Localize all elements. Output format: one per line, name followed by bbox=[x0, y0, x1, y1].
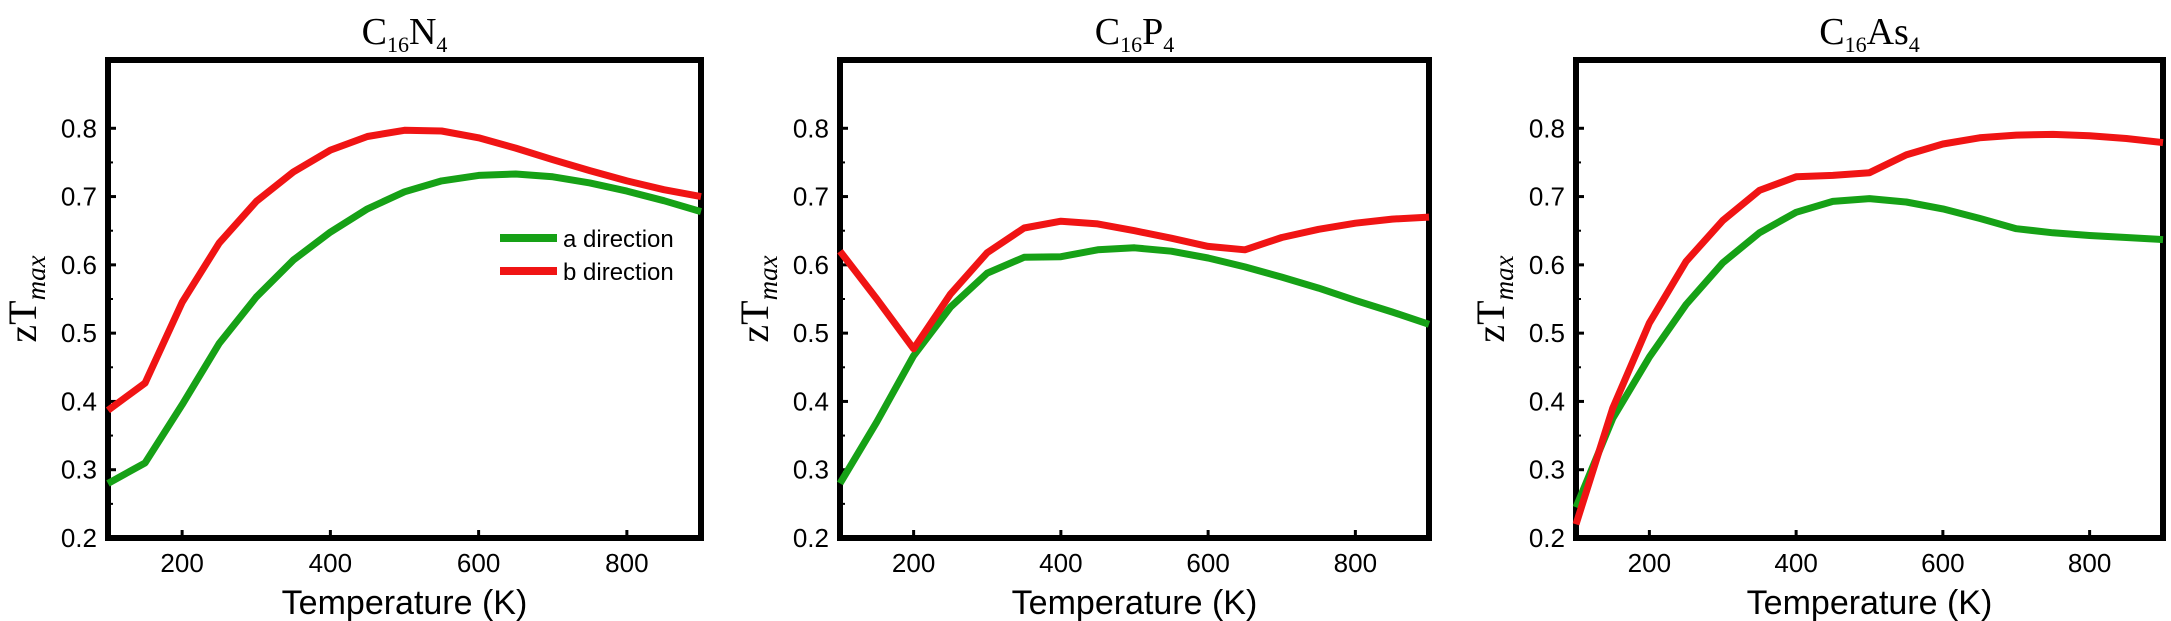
x-tick-label: 200 bbox=[1628, 548, 1671, 578]
chart-panel-c16n4: 0.2 0.3 0.4 0.5 0.6 0.7 0.8 200 400 600 800 C16N4 Te… bbox=[0, 11, 704, 621]
legend-entry: b direction bbox=[563, 259, 674, 286]
chart-panel-c16p4: 0.2 0.3 0.4 0.5 0.6 0.7 0.8 200 400 600 800 C16P4 Te… bbox=[732, 11, 1432, 621]
series-line-b-direction bbox=[837, 213, 1430, 353]
y-axis-label: zTmax bbox=[1468, 255, 1519, 342]
y-tick-label: 0.2 bbox=[793, 523, 829, 553]
x-tick-label: 800 bbox=[2068, 548, 2111, 578]
series-line-a-direction bbox=[106, 170, 702, 487]
y-tick-label: 0.8 bbox=[61, 113, 97, 143]
x-tick-label: 800 bbox=[1334, 548, 1377, 578]
x-axis-label: Temperature (K) bbox=[1012, 584, 1258, 621]
y-tick-label: 0.4 bbox=[793, 386, 829, 416]
legend-entry: a direction bbox=[563, 226, 674, 253]
y-tick-label: 0.5 bbox=[1529, 318, 1565, 348]
y-tick-label: 0.3 bbox=[61, 455, 97, 485]
y-tick-label: 0.6 bbox=[1529, 250, 1565, 280]
series-line-a-direction bbox=[836, 244, 1431, 486]
y-tick-label: 0.8 bbox=[793, 113, 829, 143]
y-tick-label: 0.3 bbox=[793, 455, 829, 485]
series-line-b-direction bbox=[105, 126, 702, 414]
chart-title: C16As4 bbox=[1819, 11, 1920, 57]
y-tick-label: 0.2 bbox=[1529, 523, 1565, 553]
y-axis-label: zTmax bbox=[732, 255, 783, 342]
x-tick-label: 600 bbox=[457, 548, 500, 578]
x-tick-label: 800 bbox=[605, 548, 648, 578]
y-tick-label: 0.6 bbox=[61, 250, 97, 280]
x-tick-label: 600 bbox=[1921, 548, 1964, 578]
y-tick-label: 0.5 bbox=[61, 318, 97, 348]
x-tick-label: 400 bbox=[1774, 548, 1817, 578]
series-line-a-direction bbox=[1572, 195, 2164, 509]
y-tick-label: 0.7 bbox=[793, 182, 829, 212]
x-axis-label: Temperature (K) bbox=[1747, 584, 1993, 621]
y-tick-label: 0.6 bbox=[793, 250, 829, 280]
chart-title: C16P4 bbox=[1095, 11, 1175, 57]
chart-panel-c16as4: 0.2 0.3 0.4 0.5 0.6 0.7 0.8 200 400 600 800 C16As4 T… bbox=[1468, 11, 2166, 621]
x-tick-label: 200 bbox=[160, 548, 203, 578]
x-axis-label: Temperature (K) bbox=[282, 584, 528, 621]
y-tick-label: 0.7 bbox=[61, 182, 97, 212]
x-tick-label: 400 bbox=[309, 548, 352, 578]
x-tick-label: 400 bbox=[1039, 548, 1082, 578]
y-tick-label: 0.3 bbox=[1529, 455, 1565, 485]
y-tick-label: 0.2 bbox=[61, 523, 97, 553]
y-tick-label: 0.7 bbox=[1529, 182, 1565, 212]
y-tick-label: 0.4 bbox=[61, 386, 97, 416]
y-axis-label: zTmax bbox=[0, 255, 51, 342]
chart-title: C16N4 bbox=[362, 11, 448, 57]
y-tick-label: 0.4 bbox=[1529, 386, 1565, 416]
x-tick-label: 600 bbox=[1186, 548, 1229, 578]
y-tick-label: 0.5 bbox=[793, 318, 829, 348]
x-tick-label: 200 bbox=[892, 548, 935, 578]
legend: a direction b direction bbox=[500, 226, 674, 286]
series-line-b-direction bbox=[1572, 130, 2164, 526]
y-tick-label: 0.8 bbox=[1529, 113, 1565, 143]
